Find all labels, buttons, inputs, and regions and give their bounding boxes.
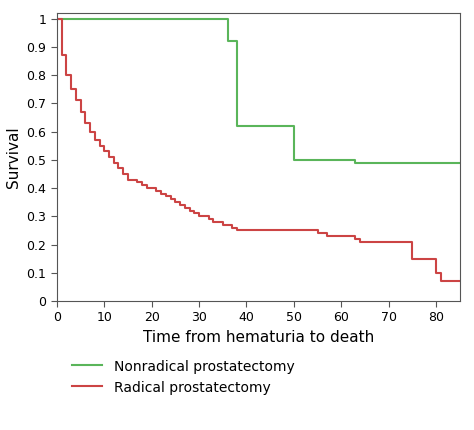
Line: Radical prostatectomy: Radical prostatectomy: [57, 18, 460, 281]
Nonradical prostatectomy: [353, 160, 358, 165]
Radical prostatectomy: [101, 149, 107, 154]
Y-axis label: Survival: Survival: [6, 126, 21, 188]
Radical prostatectomy: [206, 217, 211, 222]
Radical prostatectomy: [457, 279, 463, 284]
Radical prostatectomy: [196, 214, 202, 219]
Radical prostatectomy: [438, 279, 444, 284]
Radical prostatectomy: [78, 109, 83, 114]
Radical prostatectomy: [168, 197, 173, 202]
Radical prostatectomy: [154, 188, 159, 194]
Radical prostatectomy: [220, 222, 226, 227]
Radical prostatectomy: [116, 166, 121, 171]
Radical prostatectomy: [158, 191, 164, 196]
Radical prostatectomy: [229, 225, 235, 230]
Nonradical prostatectomy: [234, 123, 240, 129]
Nonradical prostatectomy: [144, 16, 150, 21]
Legend: Nonradical prostatectomy, Radical prostatectomy: Nonradical prostatectomy, Radical prosta…: [72, 360, 294, 395]
Radical prostatectomy: [144, 185, 150, 190]
Nonradical prostatectomy: [54, 16, 60, 21]
Radical prostatectomy: [338, 233, 344, 239]
Radical prostatectomy: [92, 138, 98, 143]
Radical prostatectomy: [125, 177, 131, 182]
Radical prostatectomy: [97, 143, 102, 148]
Radical prostatectomy: [82, 120, 88, 126]
Radical prostatectomy: [163, 194, 169, 199]
Radical prostatectomy: [54, 16, 60, 21]
Radical prostatectomy: [135, 180, 140, 185]
Radical prostatectomy: [414, 256, 420, 261]
Radical prostatectomy: [59, 53, 64, 58]
Radical prostatectomy: [111, 160, 117, 165]
Radical prostatectomy: [191, 211, 197, 216]
Radical prostatectomy: [315, 230, 320, 236]
Radical prostatectomy: [353, 236, 358, 241]
Radical prostatectomy: [87, 129, 93, 134]
Radical prostatectomy: [410, 256, 415, 261]
Radical prostatectomy: [324, 233, 330, 239]
Nonradical prostatectomy: [291, 157, 297, 163]
Radical prostatectomy: [244, 228, 249, 233]
Radical prostatectomy: [73, 98, 79, 103]
Radical prostatectomy: [68, 86, 74, 92]
Nonradical prostatectomy: [225, 39, 230, 44]
Line: Nonradical prostatectomy: Nonradical prostatectomy: [57, 18, 460, 163]
Radical prostatectomy: [357, 239, 363, 244]
Radical prostatectomy: [139, 183, 145, 188]
X-axis label: Time from hematuria to death: Time from hematuria to death: [143, 330, 374, 345]
Radical prostatectomy: [187, 208, 192, 213]
Radical prostatectomy: [433, 270, 439, 275]
Radical prostatectomy: [120, 171, 126, 176]
Nonradical prostatectomy: [457, 160, 463, 165]
Radical prostatectomy: [64, 73, 69, 78]
Radical prostatectomy: [210, 219, 216, 224]
Radical prostatectomy: [182, 205, 188, 210]
Radical prostatectomy: [177, 203, 183, 208]
Radical prostatectomy: [106, 154, 112, 160]
Radical prostatectomy: [173, 200, 178, 205]
Radical prostatectomy: [234, 228, 240, 233]
